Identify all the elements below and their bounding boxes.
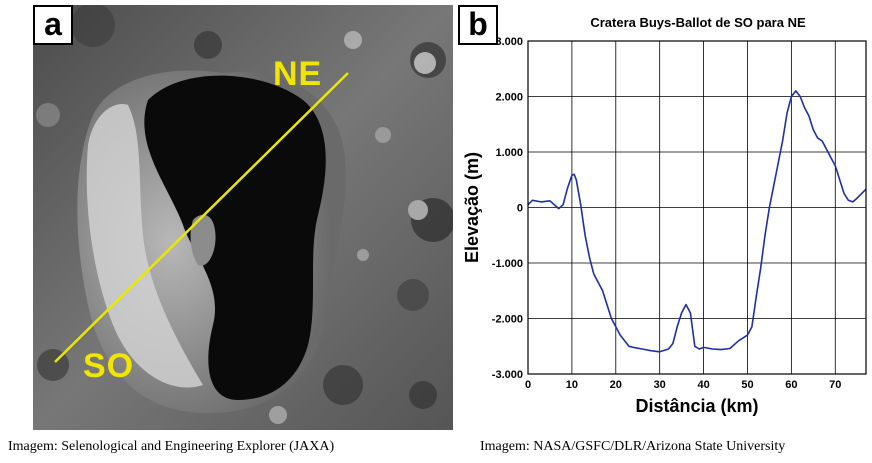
- x-tick-label: 20: [610, 379, 622, 391]
- label-ne: NE: [273, 55, 323, 93]
- x-axis-title: Distância (km): [635, 396, 758, 416]
- panel-a-letter: a: [33, 5, 73, 45]
- y-tick-label: -3.000: [492, 369, 523, 381]
- x-tick-label: 0: [525, 379, 531, 391]
- y-tick-label: 3.000: [495, 36, 523, 48]
- panel-b-letter: b: [458, 5, 498, 45]
- x-tick-label: 40: [697, 379, 709, 391]
- x-tick-label: 60: [785, 379, 797, 391]
- x-tick-label: 70: [829, 379, 841, 391]
- x-tick-labels: 0 10 20 30 40 50 60 70: [525, 379, 841, 391]
- elevation-chart-panel: Cratera Buys-Ballot de SO para NE -3.000…: [458, 5, 872, 430]
- y-tick-label: 2.000: [495, 92, 523, 104]
- chart-grid: [527, 40, 866, 375]
- x-tick-label: 10: [566, 379, 578, 391]
- y-tick-labels: -3.000 -2.000 -1.000 0 1.000 2.000 3.000: [492, 36, 523, 381]
- plot-frame: [527, 40, 867, 375]
- label-so: SO: [83, 347, 135, 385]
- chart-title: Cratera Buys-Ballot de SO para NE: [590, 15, 806, 30]
- terrain-texture: [36, 5, 453, 424]
- y-tick-label: 0: [517, 203, 523, 215]
- crater-wall-bright: [86, 104, 203, 388]
- transect-line: [54, 72, 349, 363]
- y-tick-label: 1.000: [495, 147, 523, 159]
- crater-photo: [33, 5, 453, 430]
- caption-right: Imagem: NASA/GSFC/DLR/Arizona State Univ…: [480, 439, 786, 454]
- crater-photo-panel: a NE SO: [33, 5, 453, 430]
- series-line-group: [527, 90, 867, 353]
- elevation-chart: Cratera Buys-Ballot de SO para NE -3.000…: [462, 15, 867, 416]
- crater-shadow: [144, 75, 326, 400]
- caption-left: Imagem: Selenological and Engineering Ex…: [8, 439, 335, 454]
- x-tick-label: 50: [741, 379, 753, 391]
- elevation-series-line: [527, 90, 867, 353]
- central-peak: [190, 214, 216, 266]
- x-tick-label: 30: [654, 379, 666, 391]
- y-tick-label: -1.000: [492, 258, 523, 270]
- y-axis-title: Elevação (m): [462, 152, 482, 263]
- y-tick-label: -2.000: [492, 314, 523, 326]
